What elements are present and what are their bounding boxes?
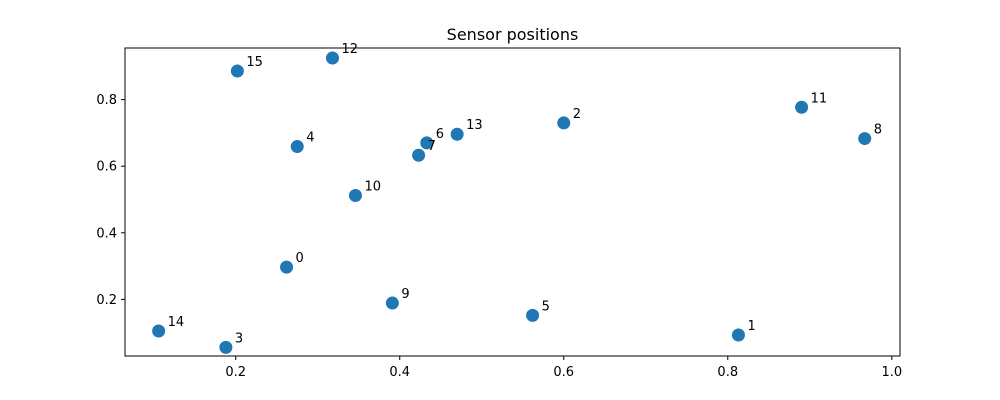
data-point (858, 132, 872, 146)
data-point (731, 328, 745, 342)
data-point (280, 260, 294, 274)
point-label: 8 (874, 123, 882, 138)
data-point (795, 100, 809, 114)
point-label: 14 (168, 315, 185, 330)
point-label: 1 (747, 319, 755, 334)
x-tick-label: 0.8 (717, 365, 738, 380)
data-point (450, 127, 464, 141)
plot-frame (124, 47, 901, 357)
data-point (348, 189, 362, 203)
point-label: 15 (246, 55, 263, 70)
point-label: 10 (364, 180, 381, 195)
point-label: 6 (436, 127, 444, 142)
x-tick-label: 1.0 (881, 365, 902, 380)
point-label: 4 (306, 131, 314, 146)
data-point (290, 140, 304, 154)
point-label: 0 (296, 251, 304, 266)
data-point (557, 116, 571, 130)
chart-title: Sensor positions (447, 25, 579, 44)
x-tick-label: 0.6 (553, 365, 574, 380)
y-axis: 0.2 0.4 0.6 0.8 (96, 93, 125, 308)
data-point (152, 324, 166, 338)
data-point (230, 64, 244, 78)
point-label: 3 (235, 331, 243, 346)
data-points (152, 51, 872, 354)
y-tick-label: 0.8 (96, 93, 117, 108)
point-label: 2 (573, 107, 581, 122)
point-label: 5 (542, 299, 550, 314)
data-point (325, 51, 339, 65)
point-label: 7 (428, 139, 436, 154)
y-tick-label: 0.6 (96, 160, 117, 175)
x-tick-label: 0.2 (225, 365, 246, 380)
data-point (412, 148, 426, 162)
y-tick-label: 0.2 (96, 293, 117, 308)
data-point (219, 340, 233, 354)
x-axis: 0.2 0.4 0.6 0.8 1.0 (225, 356, 902, 380)
x-tick-label: 0.4 (389, 365, 410, 380)
y-tick-label: 0.4 (96, 226, 117, 241)
point-label: 11 (811, 91, 828, 106)
point-label: 13 (466, 118, 483, 133)
data-point (526, 308, 540, 322)
point-label: 9 (401, 287, 409, 302)
data-point (420, 136, 434, 150)
data-point (385, 296, 399, 310)
point-label: 12 (341, 42, 358, 57)
